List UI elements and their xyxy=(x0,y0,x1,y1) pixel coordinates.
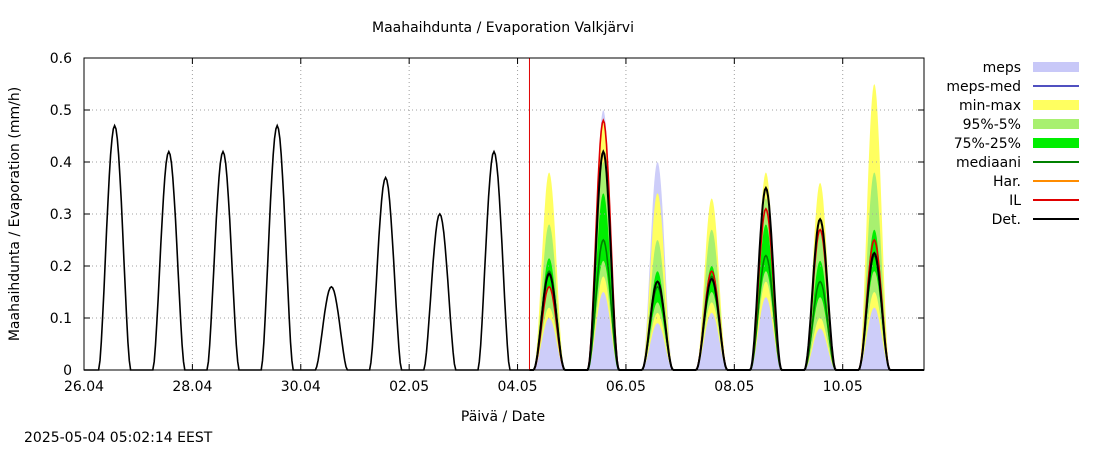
y-tick-label: 0.5 xyxy=(50,103,72,119)
meps-band-04.05 xyxy=(533,276,565,370)
q75-25-band-06.05 xyxy=(641,271,674,370)
y-tick-label: 0.1 xyxy=(50,311,72,327)
x-ticks: 26.04 28.04 30.04 02.05 04.05 06.05 08.05 10.05 xyxy=(64,58,863,395)
forecast-bands xyxy=(533,84,891,371)
legend-label: Det. xyxy=(992,212,1021,228)
q75-25-band-10.05 xyxy=(858,229,891,370)
y-tick-label: 0.3 xyxy=(50,207,72,223)
y-ticks: 0 0.1 0.2 0.3 0.4 0.5 0.6 xyxy=(50,51,924,379)
chart-title: Maahaihdunta / Evaporation Valkjärvi xyxy=(372,20,634,36)
legend-label: min-max xyxy=(959,98,1021,114)
y-tick-label: 0 xyxy=(63,363,72,379)
legend-label: 95%-5% xyxy=(963,117,1021,133)
meps-band-07.05 xyxy=(695,281,728,370)
legend-swatch xyxy=(1033,138,1079,148)
x-tick-label: 02.05 xyxy=(389,379,429,395)
legend-label: IL xyxy=(1009,193,1021,209)
p95-5-band-07.05 xyxy=(695,229,728,370)
x-axis-label: Päivä / Date xyxy=(461,409,545,425)
p95-5-band-05.05 xyxy=(587,162,620,370)
p95-5-band-06.05 xyxy=(641,240,674,370)
x-tick-label: 06.05 xyxy=(606,379,646,395)
y-tick-label: 0.6 xyxy=(50,51,72,67)
legend-label: meps-med xyxy=(946,79,1021,95)
legend-label: 75%-25% xyxy=(954,136,1021,152)
x-tick-label: 30.04 xyxy=(281,379,321,395)
observed-line xyxy=(84,123,530,371)
legend-swatch xyxy=(1033,100,1079,110)
legend-label: Har. xyxy=(993,174,1021,190)
legend-swatch xyxy=(1033,119,1079,129)
series-lines xyxy=(84,58,924,371)
meps-band-10.05 xyxy=(858,255,891,370)
legend-swatch xyxy=(1033,62,1079,72)
Det.-line xyxy=(529,149,924,371)
x-tick-label: 28.04 xyxy=(172,379,212,395)
x-tick-label: 08.05 xyxy=(714,379,754,395)
legend: meps meps-med min-max 95%-5% 75%-25% mediaani… xyxy=(946,60,1079,228)
q75-25-band-07.05 xyxy=(695,266,728,370)
x-tick-label: 04.05 xyxy=(498,379,538,395)
y-tick-label: 0.2 xyxy=(50,259,72,275)
legend-label: mediaani xyxy=(956,155,1021,171)
q75-25-band-08.05 xyxy=(750,224,782,370)
timestamp: 2025-05-04 05:02:14 EEST xyxy=(24,430,213,446)
x-tick-label: 10.05 xyxy=(823,379,863,395)
y-tick-label: 0.4 xyxy=(50,155,72,171)
legend-label: meps xyxy=(983,60,1021,76)
grid xyxy=(84,58,924,370)
p95-5-band-09.05 xyxy=(804,229,836,370)
y-axis-label: Maahaihdunta / Evaporation (mm/h) xyxy=(7,87,23,341)
x-tick-label: 26.04 xyxy=(64,379,104,395)
